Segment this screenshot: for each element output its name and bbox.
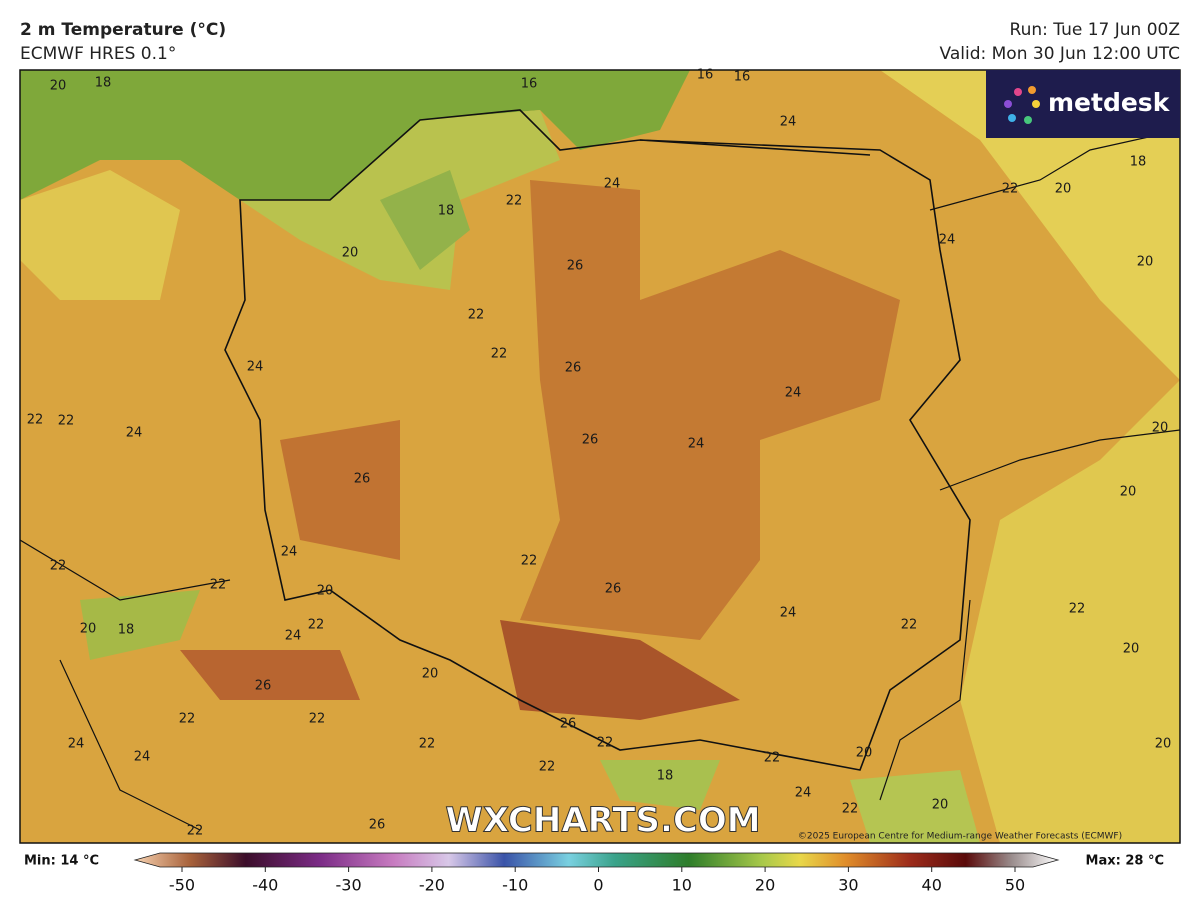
contour-label: 18 (1130, 155, 1147, 170)
logo-box (986, 70, 1180, 138)
valid-time: Valid: Mon 30 Jun 12:00 UTC (940, 44, 1180, 64)
contour-label: 18 (657, 769, 674, 784)
contour-label: 20 (422, 667, 439, 682)
contour-label: 22 (521, 554, 538, 569)
contour-label: 24 (604, 177, 621, 192)
contour-label: 22 (27, 413, 44, 428)
title: 2 m Temperature (°C) (20, 20, 226, 40)
contour-label: 20 (317, 584, 334, 599)
contour-label: 22 (50, 559, 67, 574)
logo-icon (1004, 86, 1040, 124)
contour-label: 24 (780, 606, 797, 621)
subtitle: ECMWF HRES 0.1° (20, 44, 176, 64)
contour-label: 20 (1155, 737, 1172, 752)
colorbar-tick-label: -30 (336, 876, 362, 895)
contour-label: 18 (118, 623, 135, 638)
contour-label: 22 (597, 736, 614, 751)
contour-label: 22 (506, 194, 523, 209)
contour-label: 26 (255, 679, 272, 694)
watermark: WXCHARTS.COM (445, 801, 760, 841)
contour-label: 22 (539, 760, 556, 775)
contour-label: 22 (764, 751, 781, 766)
contour-label: 22 (187, 824, 204, 839)
contour-label: 24 (795, 786, 812, 801)
colorbar-tick-label: -40 (252, 876, 278, 895)
min-label: Min: 14 °C (24, 854, 99, 869)
map (20, 70, 1180, 843)
contour-label: 24 (68, 737, 85, 752)
contour-label: 22 (468, 308, 485, 323)
contour-label: 26 (369, 818, 386, 833)
contour-label: 24 (785, 386, 802, 401)
contour-label: 20 (932, 798, 949, 813)
contour-label: 22 (1002, 182, 1019, 197)
contour-label: 20 (1123, 642, 1140, 657)
run-time: Run: Tue 17 Jun 00Z (1010, 20, 1180, 40)
contour-label: 22 (901, 618, 918, 633)
colorbar-tick-label: 40 (922, 876, 942, 895)
colorbar-tick-label: -20 (419, 876, 445, 895)
contour-label: 20 (50, 79, 67, 94)
contour-label: 26 (567, 259, 584, 274)
colorbar-tick-label: -50 (169, 876, 195, 895)
contour-label: 16 (521, 77, 538, 92)
colorbar-tick-label: 50 (1005, 876, 1025, 895)
contour-label: 24 (285, 629, 302, 644)
copyright: ©2025 European Centre for Medium-range W… (798, 832, 1122, 842)
contour-label: 24 (126, 426, 143, 441)
contour-label: 24 (688, 437, 705, 452)
contour-label: 24 (247, 360, 264, 375)
contour-label: 22 (58, 414, 75, 429)
colorbar-tick-label: 0 (593, 876, 603, 895)
contour-label: 16 (734, 70, 751, 85)
contour-label: 20 (1152, 421, 1169, 436)
contour-label: 16 (697, 68, 714, 83)
contour-label: 24 (134, 750, 151, 765)
contour-label: 24 (780, 115, 797, 130)
contour-label: 24 (939, 233, 956, 248)
colorbar (133, 852, 1060, 868)
contour-label: 26 (565, 361, 582, 376)
contour-label: 20 (1120, 485, 1137, 500)
contour-label: 18 (95, 76, 112, 91)
contour-label: 22 (309, 712, 326, 727)
contour-label: 22 (1069, 602, 1086, 617)
colorbar-tick-label: 20 (755, 876, 775, 895)
contour-label: 22 (179, 712, 196, 727)
contour-label: 26 (354, 472, 371, 487)
contour-label: 22 (210, 578, 227, 593)
contour-label: 22 (419, 737, 436, 752)
contour-label: 20 (856, 746, 873, 761)
contour-label: 20 (80, 622, 97, 637)
contour-label: 20 (342, 246, 359, 261)
contour-label: 20 (1055, 182, 1072, 197)
contour-label: 24 (281, 545, 298, 560)
logo-text: metdesk (1048, 88, 1171, 117)
colorbar-tick-label: 10 (672, 876, 692, 895)
colorbar-tick-label: -10 (502, 876, 528, 895)
contour-label: 18 (438, 204, 455, 219)
contour-label: 26 (582, 433, 599, 448)
contour-label: 26 (605, 582, 622, 597)
contour-label: 26 (560, 717, 577, 732)
colorbar-tick-label: 30 (838, 876, 858, 895)
contour-label: 22 (842, 802, 859, 817)
map-frame (19, 69, 1181, 844)
contour-label: 22 (308, 618, 325, 633)
contour-label: 20 (1137, 255, 1154, 270)
max-label: Max: 28 °C (1086, 854, 1164, 869)
contour-label: 22 (491, 347, 508, 362)
